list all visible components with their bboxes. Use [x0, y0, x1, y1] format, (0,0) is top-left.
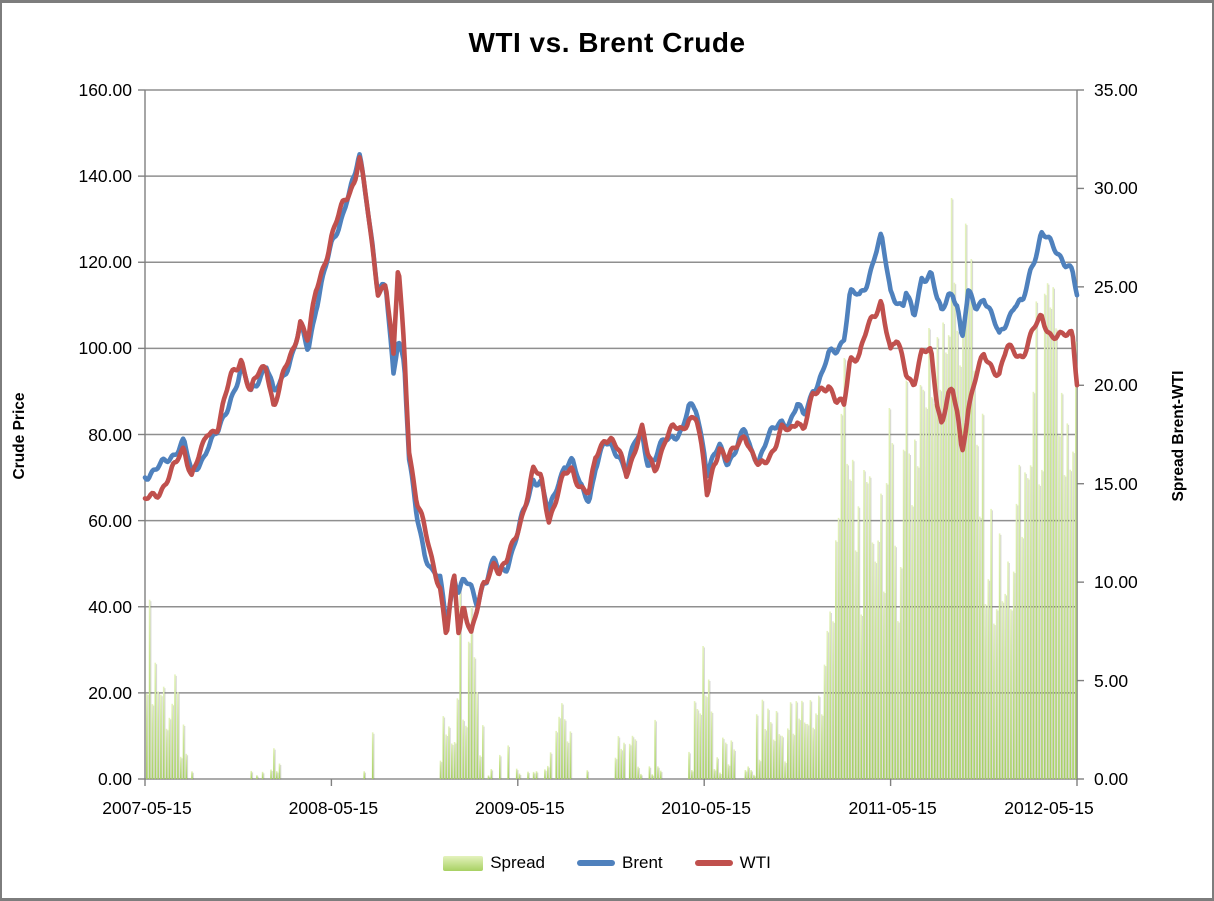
spread-swatch-icon	[443, 855, 484, 871]
legend-item-spread: Spread	[443, 853, 545, 873]
right-axis-tick-label: 25.00	[1094, 276, 1138, 297]
right-axis-tick-label: 35.00	[1094, 80, 1138, 100]
left-axis-tick-label: 60.00	[88, 510, 132, 531]
left-axis-tick-label: 0.00	[97, 769, 132, 789]
left-axis-tick-label: 40.00	[88, 596, 132, 617]
legend-label-spread: Spread	[490, 853, 546, 872]
left-axis-tick-label: 160.00	[78, 80, 132, 100]
right-axis-tick-label: 5.00	[1094, 670, 1129, 691]
right-axis-tick-label: 15.00	[1094, 473, 1138, 494]
left-axis-tick-label: 120.00	[78, 252, 132, 273]
right-axis-tick-label: 30.00	[1094, 178, 1138, 199]
x-axis-tick-label: 2011-05-15	[848, 798, 937, 818]
x-axis-tick-label: 2010-05-15	[661, 798, 751, 818]
chart-title: WTI vs. Brent Crude	[468, 27, 746, 58]
left-axis-tick-label: 100.00	[78, 338, 132, 359]
x-axis-tick-label: 2007-05-15	[102, 798, 192, 818]
x-axis-tick-label: 2012-05-15	[1004, 798, 1094, 818]
wti-swatch-icon	[694, 860, 733, 866]
legend: Spread Brent WTI	[2, 853, 1212, 873]
legend-label-wti: WTI	[739, 853, 771, 872]
legend-item-wti: WTI	[694, 853, 771, 873]
right-axis-tick-label: 20.00	[1094, 375, 1138, 396]
left-axis-tick-label: 20.00	[88, 682, 132, 703]
left-axis-title: Crude Price	[11, 392, 28, 480]
right-axis-tick-label: 10.00	[1094, 572, 1138, 593]
x-axis-tick-label: 2008-05-15	[288, 798, 379, 818]
left-axis-tick-label: 140.00	[78, 166, 132, 187]
x-axis-tick-label: 2009-05-15	[475, 798, 565, 818]
right-axis-tick-label: 0.00	[1094, 769, 1129, 789]
left-axis-tick-label: 80.00	[88, 424, 132, 445]
legend-item-brent: Brent	[577, 853, 663, 873]
brent-swatch-icon	[577, 860, 616, 866]
legend-label-brent: Brent	[622, 853, 663, 872]
